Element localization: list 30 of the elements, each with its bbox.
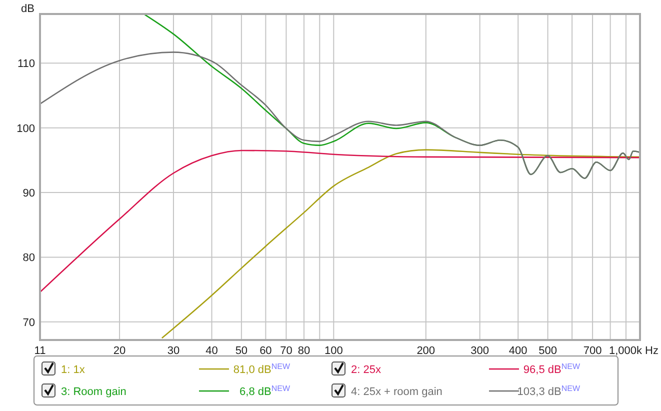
y-axis-title: dB bbox=[21, 3, 34, 15]
x-tick-label: 400 bbox=[508, 345, 528, 357]
x-tick-label: 11 bbox=[34, 345, 46, 357]
y-tick-label: 90 bbox=[22, 188, 35, 200]
x-tick-label: 20 bbox=[113, 345, 126, 357]
text: 3: Room gain bbox=[61, 386, 126, 398]
x-tick-label: 300 bbox=[470, 345, 489, 357]
text: 6,8 dB$^{NEW}$ bbox=[240, 384, 290, 398]
x-tick-label: 500 bbox=[538, 345, 557, 357]
x-tick-label: 1,000k bbox=[608, 345, 642, 357]
text: 81,0 dB$^{NEW}$ bbox=[233, 362, 290, 376]
text: 103,3 dB$^{NEW}$ bbox=[517, 384, 580, 398]
x-tick-label: 50 bbox=[235, 345, 248, 357]
x-tick-label: 70 bbox=[280, 345, 292, 357]
x-tick-label: 60 bbox=[260, 345, 272, 357]
text: 1: 1x bbox=[61, 364, 86, 376]
y-tick-label: 100 bbox=[16, 122, 35, 135]
y-tick-label: 70 bbox=[22, 316, 35, 329]
text: 96,5 dB$^{NEW}$ bbox=[523, 362, 580, 376]
x-axis-title: Hz bbox=[645, 345, 658, 357]
x-tick-label: 100 bbox=[324, 345, 343, 357]
x-tick-label: 200 bbox=[416, 345, 436, 357]
text: 2: 25x bbox=[351, 364, 382, 376]
y-tick-label: 110 bbox=[17, 58, 35, 70]
text: 4: 25x + room gain bbox=[351, 386, 442, 398]
y-tick-label: 80 bbox=[22, 252, 35, 264]
x-tick-label: 30 bbox=[167, 345, 180, 357]
x-tick-label: 700 bbox=[583, 345, 602, 357]
x-tick-label: 40 bbox=[206, 345, 218, 357]
x-tick-label: 80 bbox=[298, 345, 310, 357]
